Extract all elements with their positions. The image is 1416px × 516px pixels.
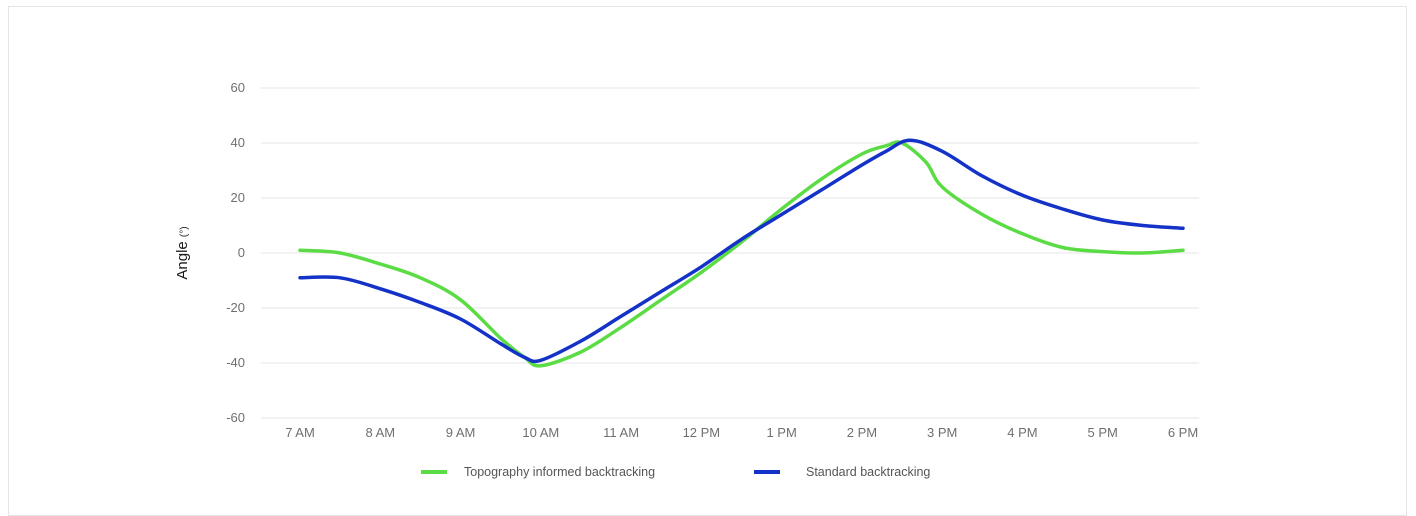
x-tick-label: 3 PM [927, 425, 957, 440]
x-tick-label: 11 AM [603, 425, 639, 440]
y-tick-label: 20 [231, 190, 245, 205]
x-tick-label: 9 AM [446, 425, 476, 440]
y-tick-label: -60 [226, 410, 245, 425]
y-axis-unit: (°) [179, 226, 190, 237]
x-tick-label: 1 PM [766, 425, 796, 440]
y-tick-label: -40 [226, 355, 245, 370]
x-tick-label: 8 AM [365, 425, 395, 440]
legend-label: Topography informed backtracking [464, 465, 655, 479]
series-line-topography-informed [298, 140, 1185, 368]
x-tick-label: 7 AM [285, 425, 315, 440]
y-tick-label: 0 [238, 245, 245, 260]
legend-label: Standard backtracking [806, 465, 930, 479]
chart-card: -60 -40 -20 0 20 40 60 7 AM 8 AM 9 AM 10 AM 11 AM 12… [8, 6, 1407, 516]
x-tick-label: 12 PM [683, 425, 721, 440]
y-tick-label: 40 [231, 135, 245, 150]
y-tick-label: -20 [226, 300, 245, 315]
x-tick-label: 6 PM [1168, 425, 1198, 440]
series-line-standard [298, 138, 1185, 364]
x-tick-label: 10 AM [522, 425, 559, 440]
y-axis-label: Angle (°) [174, 226, 191, 279]
x-tick-label: 5 PM [1088, 425, 1118, 440]
x-tick-label: 4 PM [1007, 425, 1037, 440]
y-tick-label: 60 [231, 80, 245, 95]
line-chart: -60 -40 -20 0 20 40 60 7 AM 8 AM 9 AM 10 AM 11 AM 12… [174, 80, 1199, 479]
x-tick-label: 2 PM [847, 425, 877, 440]
